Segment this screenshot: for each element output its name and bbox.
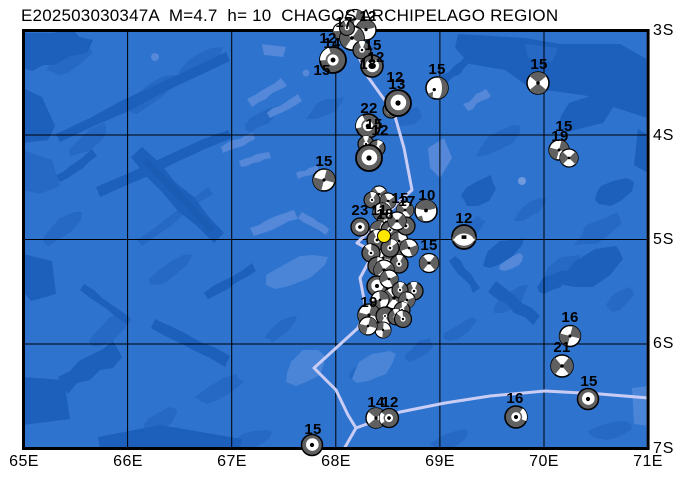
svg-text:22: 22 [360, 100, 377, 117]
svg-text:16: 16 [506, 390, 523, 407]
svg-text:5S: 5S [653, 231, 674, 248]
svg-text:23: 23 [351, 202, 368, 219]
svg-text:12: 12 [359, 8, 376, 25]
svg-text:71E: 71E [633, 453, 663, 470]
svg-text:15: 15 [315, 153, 332, 170]
svg-text:69E: 69E [425, 453, 455, 470]
svg-text:16: 16 [561, 309, 578, 326]
svg-text:18: 18 [359, 56, 376, 73]
svg-text:12: 12 [381, 394, 398, 411]
svg-text:7S: 7S [653, 440, 674, 457]
svg-text:17: 17 [335, 14, 352, 31]
svg-text:68E: 68E [321, 453, 351, 470]
svg-text:6S: 6S [653, 335, 674, 352]
svg-text:15: 15 [555, 118, 572, 135]
svg-text:15: 15 [391, 190, 408, 207]
svg-text:14: 14 [323, 35, 341, 52]
svg-text:13: 13 [388, 76, 405, 93]
svg-text:11: 11 [371, 202, 387, 219]
svg-text:12: 12 [371, 122, 388, 139]
svg-text:15: 15 [530, 56, 547, 73]
svg-text:15: 15 [304, 421, 321, 438]
svg-text:15: 15 [364, 37, 381, 54]
svg-text:12: 12 [455, 210, 472, 227]
svg-text:4S: 4S [653, 127, 674, 144]
svg-text:21: 21 [553, 339, 570, 356]
svg-text:70E: 70E [529, 453, 559, 470]
svg-text:19: 19 [551, 128, 568, 145]
svg-text:65E: 65E [9, 453, 39, 470]
svg-text:18: 18 [376, 206, 393, 223]
svg-text:3S: 3S [653, 22, 674, 39]
svg-text:14: 14 [367, 394, 385, 411]
svg-text:E202503030347A M=4.7 h= 10: E202503030347A M=4.7 h= 10 CHAGOS ARCHIP… [21, 6, 558, 25]
svg-text:15: 15 [420, 237, 437, 254]
svg-text:15: 15 [365, 116, 382, 133]
svg-text:15: 15 [313, 62, 330, 79]
svg-text:12: 12 [386, 69, 403, 86]
svg-text:66E: 66E [113, 453, 143, 470]
svg-text:15: 15 [580, 373, 597, 390]
svg-text:19: 19 [360, 294, 377, 311]
svg-text:12: 12 [367, 49, 384, 66]
svg-text:17: 17 [398, 193, 415, 210]
svg-text:12: 12 [319, 30, 336, 47]
svg-text:15: 15 [428, 61, 445, 78]
svg-text:10: 10 [418, 187, 435, 204]
svg-text:67E: 67E [217, 453, 247, 470]
